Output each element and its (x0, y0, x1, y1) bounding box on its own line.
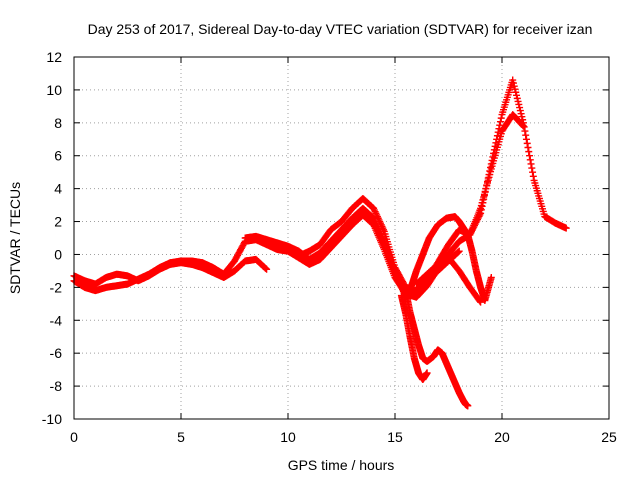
data-point (496, 121, 504, 129)
series-track-6 (402, 287, 472, 410)
y-tick-label: -10 (42, 411, 62, 427)
data-point (522, 135, 530, 143)
data-point (454, 248, 462, 256)
x-tick-label: 20 (494, 429, 510, 445)
data-point (525, 148, 533, 156)
y-tick-label: -8 (50, 378, 63, 394)
series-track-8 (412, 254, 485, 306)
data-point (261, 264, 269, 272)
data-point (529, 168, 537, 176)
y-tick-label: -2 (50, 279, 63, 295)
data-point (423, 369, 431, 377)
data-point (464, 402, 472, 410)
data-point (509, 76, 517, 84)
data-point (528, 164, 536, 172)
data-point (496, 118, 504, 126)
data-point (262, 265, 270, 273)
data-point (516, 107, 524, 115)
x-tick-label: 10 (280, 429, 296, 445)
data-point (516, 104, 524, 112)
x-tick-label: 0 (70, 429, 78, 445)
y-tick-label: 2 (54, 214, 62, 230)
series-track-7 (397, 292, 431, 384)
series-track-5 (404, 213, 495, 305)
y-tick-label: 4 (54, 181, 62, 197)
data-point (522, 131, 530, 139)
series-track-4 (284, 111, 527, 301)
data-point (454, 249, 462, 257)
data-point (562, 224, 570, 232)
data-point (494, 128, 502, 136)
data-point (509, 79, 517, 87)
data-marks (70, 76, 570, 410)
y-tick-label: -4 (50, 312, 63, 328)
x-tick-label: 5 (177, 429, 185, 445)
data-point (519, 122, 527, 130)
data-point (514, 97, 522, 105)
plot-frame (73, 56, 610, 420)
data-point (477, 298, 485, 306)
data-point (515, 100, 523, 108)
x-axis-title: GPS time / hours (288, 457, 395, 473)
axis-ticks: 0 5 10 15 20 25 -10 -8 -6 -4 -2 0 2 4 6 8 10 12 (42, 49, 617, 445)
data-point (476, 297, 484, 305)
x-tick-label: 25 (601, 429, 617, 445)
data-point (526, 152, 534, 160)
data-point (263, 265, 271, 273)
y-tick-label: -6 (50, 345, 63, 361)
data-point (523, 139, 531, 147)
x-tick-label: 15 (387, 429, 403, 445)
data-point (529, 172, 537, 180)
data-point (524, 144, 532, 151)
data-point (513, 91, 521, 99)
data-point (513, 94, 521, 102)
y-tick-label: 0 (54, 246, 62, 262)
data-point (526, 156, 534, 164)
data-point (518, 113, 526, 121)
y-axis-title: SDTVAR / TECUs (7, 182, 23, 294)
data-point (521, 127, 529, 135)
data-point (519, 121, 527, 129)
y-tick-label: 10 (46, 82, 62, 98)
data-point (510, 82, 518, 90)
data-point (497, 114, 505, 122)
data-point (517, 110, 525, 118)
y-tick-label: 8 (54, 115, 62, 131)
data-point (455, 247, 463, 255)
data-point (511, 85, 519, 93)
data-point (512, 88, 520, 96)
y-tick-label: 12 (46, 49, 62, 65)
series-track-2 (70, 255, 271, 288)
y-tick-label: 6 (54, 148, 62, 164)
data-point (487, 273, 495, 281)
chart-title: Day 253 of 2017, Sidereal Day-to-day VTE… (88, 21, 593, 37)
data-point (527, 160, 535, 168)
